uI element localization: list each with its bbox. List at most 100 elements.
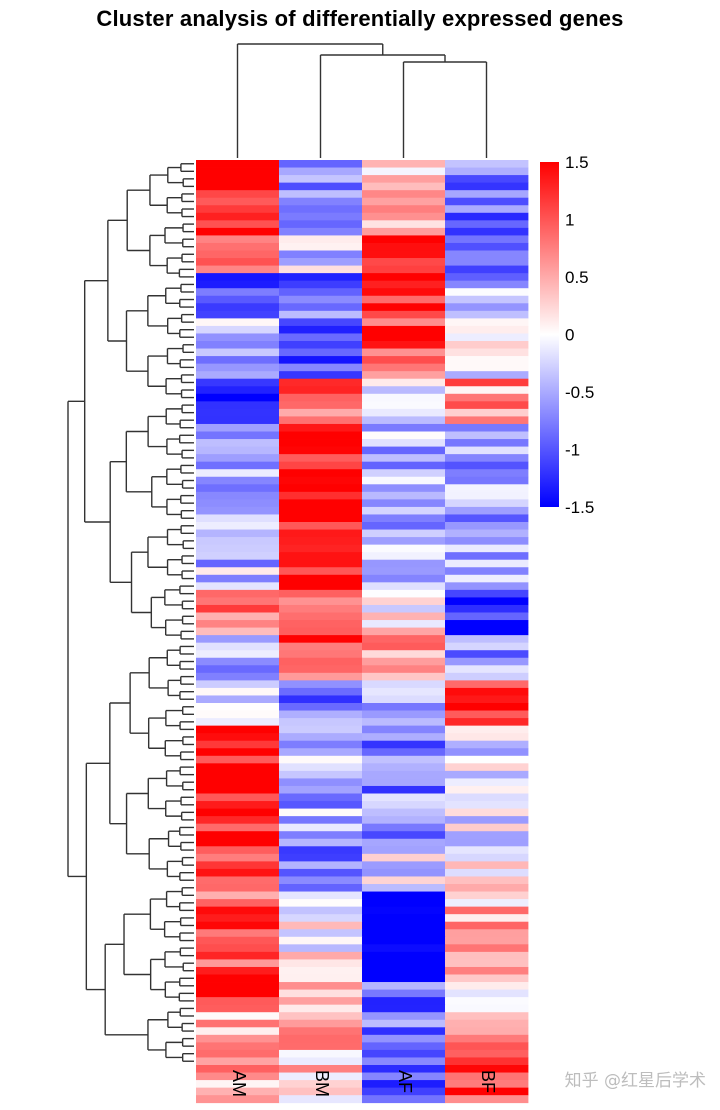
heatmap-cell [362, 687, 446, 696]
heatmap-cell [362, 416, 446, 425]
heatmap-cell [362, 491, 446, 500]
heatmap-cell [196, 310, 280, 319]
heatmap-cell [445, 197, 529, 206]
heatmap-cell [279, 220, 363, 229]
heatmap-cell [445, 936, 529, 945]
heatmap-cell [279, 258, 363, 266]
heatmap-cell [362, 325, 446, 334]
heatmap-cell [196, 318, 280, 327]
heatmap-cell [196, 1042, 280, 1051]
heatmap-cell [279, 748, 363, 757]
heatmap-cell [196, 891, 280, 900]
heatmap-cell [196, 665, 280, 674]
heatmap-cell [196, 514, 280, 523]
heatmap-cell [196, 1057, 280, 1066]
heatmap-cell [196, 823, 280, 832]
heatmap-cell [445, 205, 529, 214]
heatmap-cell [196, 778, 280, 787]
heatmap-cell [196, 341, 280, 349]
column-label-bm: BM [312, 1070, 332, 1097]
heatmap-cell [279, 333, 363, 342]
heatmap-cell [279, 461, 363, 470]
heatmap-cell [362, 401, 446, 410]
heatmap-cell [362, 959, 446, 968]
heatmap-cell [279, 703, 363, 711]
heatmap-cell [445, 1004, 529, 1013]
heatmap-cell [196, 687, 280, 696]
heatmap-cell [445, 356, 529, 365]
heatmap-cell [279, 936, 363, 945]
heatmap-cell [362, 356, 446, 365]
heatmap-cell [362, 175, 446, 184]
heatmap-cell [445, 371, 529, 380]
heatmap-cell [279, 710, 363, 719]
heatmap-cell [445, 929, 529, 938]
heatmap-cell [279, 823, 363, 832]
heatmap-cell [445, 552, 529, 561]
heatmap-cell [196, 408, 280, 417]
heatmap-cell [196, 454, 280, 463]
heatmap-cell [362, 1042, 446, 1051]
watermark-text: 知乎 @红星后学术 [564, 1071, 706, 1091]
heatmap-cell [445, 280, 529, 289]
heatmap-cell [362, 733, 446, 742]
heatmap-cell [445, 1019, 529, 1028]
heatmap-cell [362, 1049, 446, 1058]
heatmap-cell [196, 838, 280, 847]
heatmap-cell [279, 770, 363, 779]
heatmap-cell [196, 650, 280, 659]
heatmap-cell [279, 620, 363, 628]
heatmap-cell [279, 665, 363, 674]
heatmap-cell [279, 423, 363, 432]
heatmap-cell [196, 959, 280, 968]
heatmap-cell [445, 740, 529, 749]
heatmap-cell [279, 589, 363, 598]
heatmap-cell [196, 635, 280, 644]
heatmap-cell [196, 574, 280, 583]
heatmap-cell [362, 506, 446, 515]
heatmap-cell [196, 861, 280, 870]
heatmap-cell [362, 258, 446, 266]
heatmap-cell [362, 838, 446, 847]
heatmap-cell [445, 831, 529, 840]
heatmap-cell [362, 461, 446, 470]
heatmap-cell [196, 642, 280, 651]
heatmap-cell [279, 175, 363, 184]
heatmap-cell [196, 831, 280, 840]
heatmap-cell [362, 710, 446, 719]
heatmap-cell [279, 793, 363, 802]
heatmap-cell [279, 310, 363, 319]
heatmap-cell [196, 748, 280, 757]
heatmap-cell [445, 627, 529, 636]
heatmap-cell [445, 868, 529, 877]
heatmap-cell [445, 431, 529, 440]
heatmap-cell [279, 944, 363, 953]
heatmap-cell [445, 469, 529, 478]
heatmap-cell [196, 280, 280, 289]
heatmap-cell [445, 408, 529, 417]
heatmap-cell [445, 982, 529, 990]
color-scale-tick-label: 1.5 [565, 153, 589, 172]
heatmap-cell [362, 386, 446, 395]
heatmap-cell [362, 544, 446, 553]
heatmap-cell [445, 1057, 529, 1066]
heatmap-cell [362, 499, 446, 508]
heatmap-cell [196, 1087, 280, 1096]
heatmap-cell [362, 763, 446, 772]
heatmap-cell [196, 242, 280, 251]
heatmap-cell [362, 265, 446, 274]
heatmap-cell [445, 944, 529, 953]
heatmap-cell [445, 755, 529, 764]
heatmap-cell [196, 604, 280, 613]
heatmap-cell [279, 522, 363, 530]
heatmap-cell [362, 876, 446, 885]
heatmap-cell [445, 816, 529, 825]
heatmap-cell [362, 642, 446, 651]
heatmap-cell [362, 831, 446, 840]
heatmap-cell [196, 537, 280, 546]
heatmap-cell [279, 672, 363, 681]
heatmap-cell [445, 175, 529, 184]
heatmap-cell [196, 1019, 280, 1028]
heatmap-cell [362, 567, 446, 576]
